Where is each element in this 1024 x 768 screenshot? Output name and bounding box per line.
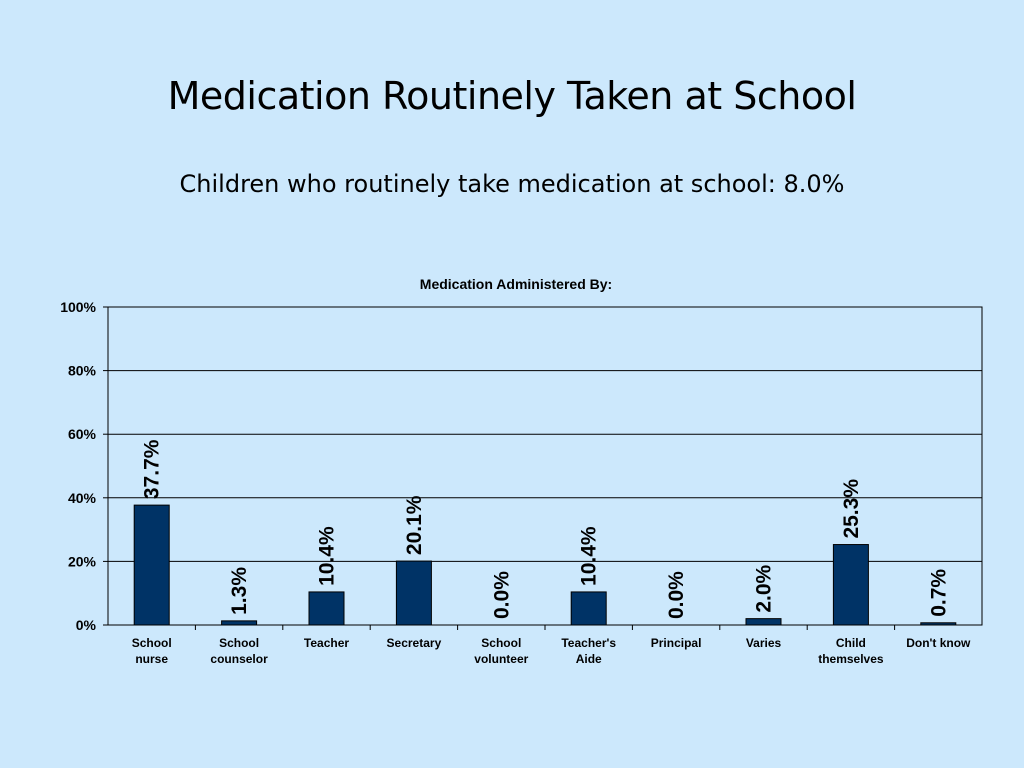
bar	[745, 618, 782, 626]
x-tick-label: Teacher	[304, 636, 349, 650]
bar	[570, 591, 607, 626]
data-label: 37.7%	[141, 439, 164, 499]
data-label: 0.7%	[927, 569, 950, 617]
data-label: 1.3%	[228, 567, 251, 615]
x-axis: School nurse School counselor Teacher Secreta…	[132, 625, 971, 666]
x-tick-label: Child themselves	[818, 636, 884, 666]
bar	[308, 591, 345, 626]
data-labels: 37.7% 1.3% 10.4% 20.1% 0.0% 10.4% 0.0% 2.0% 25.3…	[141, 439, 951, 619]
bar	[395, 560, 432, 626]
x-tick-label: Don't know	[906, 636, 971, 650]
x-tick-label: Varies	[746, 636, 782, 650]
chart-title: Medication Administered By:	[420, 276, 612, 292]
y-tick-label: 100%	[60, 299, 96, 315]
grid-lines	[108, 306, 982, 626]
y-tick-label: 20%	[68, 553, 97, 569]
data-label: 25.3%	[840, 479, 863, 539]
slide-subtitle: Children who routinely take medication a…	[179, 170, 845, 198]
data-label: 0.0%	[490, 571, 513, 619]
data-label: 10.4%	[578, 526, 601, 586]
y-tick-label: 0%	[76, 617, 97, 633]
y-axis: 0% 20% 40% 60% 80% 100%	[60, 299, 108, 633]
bar	[832, 544, 869, 626]
data-label: 2.0%	[753, 564, 776, 612]
bar	[221, 620, 258, 626]
y-tick-label: 40%	[68, 490, 97, 506]
data-label: 0.0%	[665, 571, 688, 619]
bar	[133, 504, 170, 626]
data-label: 20.1%	[403, 495, 426, 555]
x-tick-label: Principal	[651, 636, 702, 650]
bars	[133, 504, 957, 626]
bar	[920, 622, 957, 626]
y-tick-label: 80%	[68, 363, 97, 379]
x-tick-label: Teacher's Aide	[561, 636, 616, 666]
data-label: 10.4%	[316, 526, 339, 586]
x-tick-label: School nurse	[132, 636, 172, 666]
slide-title: Medication Routinely Taken at School	[167, 74, 857, 118]
y-tick-label: 60%	[68, 426, 97, 442]
x-tick-label: School counselor	[210, 636, 268, 666]
x-tick-label: School volunteer	[474, 636, 528, 666]
x-tick-label: Secretary	[387, 636, 442, 650]
